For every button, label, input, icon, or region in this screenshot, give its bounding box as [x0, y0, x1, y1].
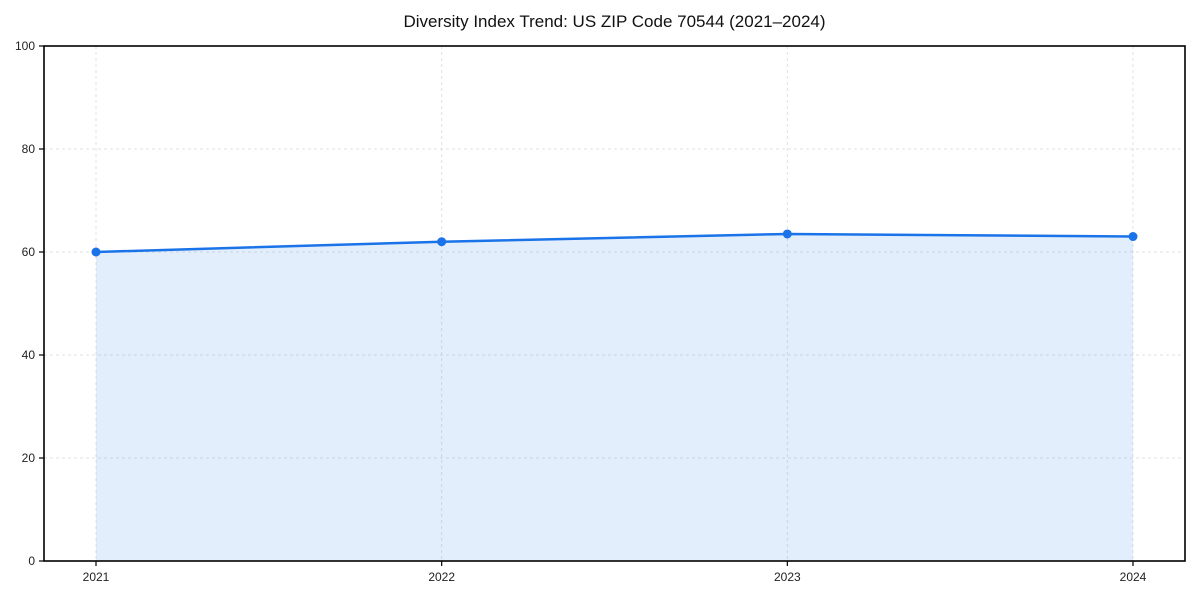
- chart-title: Diversity Index Trend: US ZIP Code 70544…: [403, 12, 826, 31]
- x-tick-label: 2022: [428, 570, 455, 584]
- data-point-marker: [91, 247, 101, 257]
- y-tick-label: 100: [15, 39, 35, 53]
- x-tick-label: 2023: [774, 570, 801, 584]
- area-fill: [96, 233, 1133, 561]
- x-tick-label: 2021: [83, 570, 110, 584]
- y-tick-label: 20: [22, 451, 36, 465]
- plot-border: [43, 45, 1186, 562]
- y-tick-label: 0: [28, 554, 35, 568]
- data-point-marker: [1128, 232, 1138, 242]
- y-tick-label: 80: [22, 142, 36, 156]
- y-tick-label: 60: [22, 245, 36, 259]
- data-point-marker: [437, 237, 447, 247]
- x-tick-label: 2024: [1120, 570, 1147, 584]
- y-tick-label: 40: [22, 348, 36, 362]
- trend-line: [94, 232, 1135, 254]
- data-point-marker: [782, 229, 792, 239]
